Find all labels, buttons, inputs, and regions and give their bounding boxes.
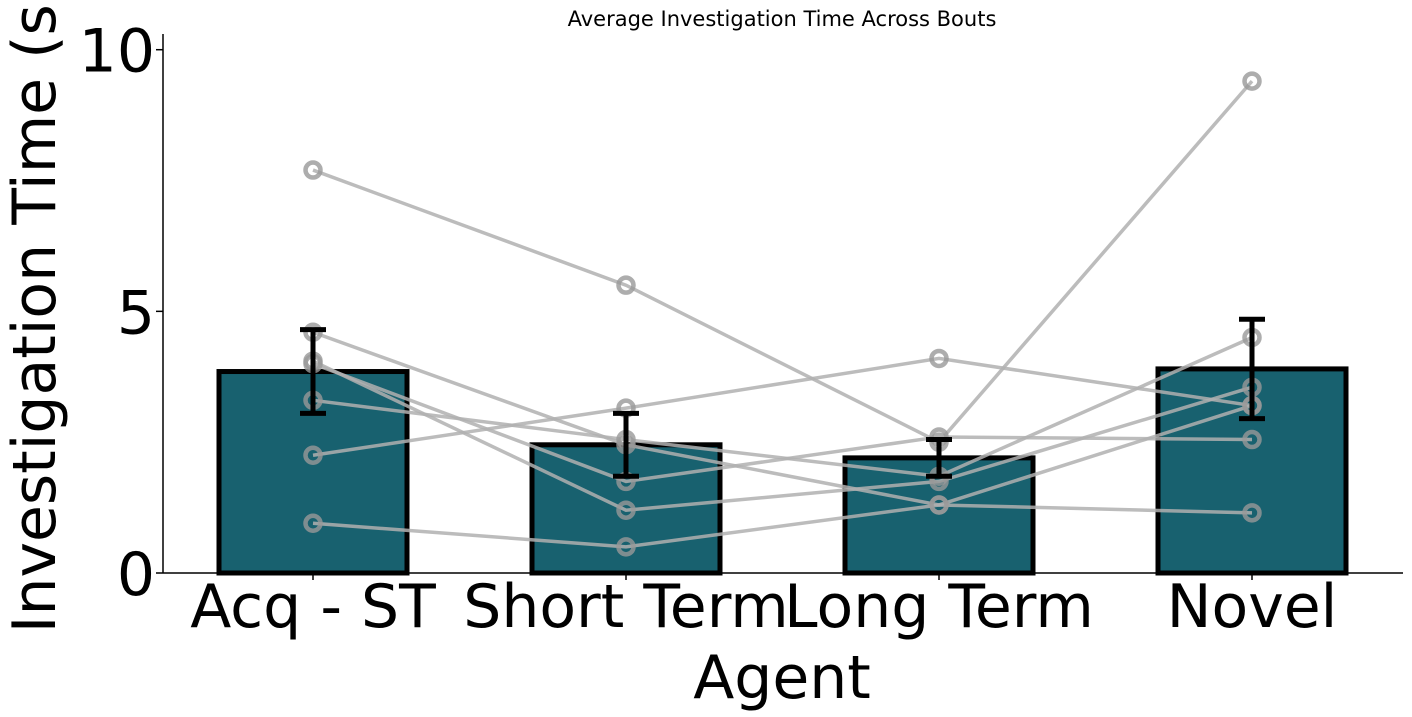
subject-point-0-0 (303, 160, 323, 180)
bar-3 (1155, 366, 1349, 576)
subject-lines-layer (303, 71, 1262, 557)
bars-layer (216, 366, 1349, 576)
subject-line-0 (312, 79, 1254, 445)
subject-point-2-1 (616, 500, 636, 520)
subject-point-3-3 (1242, 429, 1262, 450)
error-bars-layer (300, 316, 1265, 479)
subject-line-6 (312, 503, 1253, 549)
chart-title: Average Investigation Time Across Bouts (568, 7, 997, 31)
subject-point-6-2 (929, 495, 949, 515)
subject-point-6-1 (616, 537, 636, 557)
x-axis-label: Agent (693, 643, 871, 713)
subject-point-5-0 (303, 445, 323, 466)
y-axis-label: Investigation Time (s) (0, 0, 70, 633)
y-tick-label-1: 5 (117, 278, 155, 348)
y-tick-label-0: 0 (117, 540, 155, 610)
x-tick-label-2: Long Term (784, 572, 1094, 642)
subject-point-5-2 (929, 348, 949, 369)
x-tick-label-3: Novel (1167, 572, 1338, 642)
subject-line-5 (312, 356, 1253, 457)
subject-point-0-1 (616, 275, 636, 295)
subject-point-6-3 (1242, 503, 1262, 523)
subject-point-6-0 (303, 513, 323, 534)
x-tick-label-1: Short Term (463, 572, 789, 642)
y-tick-label-2: 10 (79, 17, 155, 87)
x-tick-label-0: Acq - ST (190, 572, 436, 642)
subject-line-2 (312, 359, 1253, 512)
subject-line-1 (312, 330, 1253, 507)
subject-point-0-3 (1242, 71, 1262, 91)
subject-line-4 (312, 335, 1253, 478)
